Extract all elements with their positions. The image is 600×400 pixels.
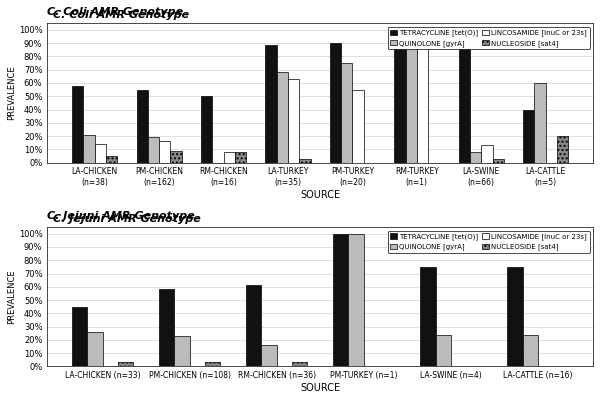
Bar (459, 38, 470, 163)
Bar (493, 159, 504, 163)
Bar (523, 334, 538, 366)
Bar (137, 90, 148, 163)
Bar (235, 152, 246, 163)
Bar (299, 159, 311, 163)
X-axis label: SOURCE: SOURCE (300, 190, 340, 200)
Bar (292, 362, 307, 366)
Bar (557, 136, 568, 163)
Y-axis label: PREVALENCE: PREVALENCE (7, 270, 16, 324)
Text: C. Coli AMR Genotype: C. Coli AMR Genotype (47, 7, 184, 17)
Bar (333, 234, 349, 366)
Bar (535, 83, 545, 163)
Bar (72, 86, 83, 163)
Bar (436, 334, 451, 366)
Bar (246, 286, 262, 366)
Bar (352, 90, 364, 163)
Bar (262, 345, 277, 366)
Bar (481, 145, 493, 163)
Legend: TETRACYCLINE [tet(O)], QUINOLONE [gyrA], LINCOSAMIDE [lnuC or 23s], NUCLEOSIDE [: TETRACYCLINE [tet(O)], QUINOLONE [gyrA],… (388, 230, 590, 253)
Bar (95, 144, 106, 163)
Bar (523, 110, 535, 163)
X-axis label: SOURCE: SOURCE (300, 383, 340, 393)
Bar (265, 44, 277, 163)
Bar (159, 290, 175, 366)
Bar (170, 151, 182, 163)
Bar (224, 152, 235, 163)
Bar (470, 152, 481, 163)
Y-axis label: PREVALENCE: PREVALENCE (7, 66, 16, 120)
Text: C. Jejuni AMR Genotype: C. Jejuni AMR Genotype (53, 214, 200, 224)
Text: C. Jejuni AMR Genotype: C. Jejuni AMR Genotype (47, 211, 195, 221)
Legend: TETRACYCLINE [tet(O)], QUINOLONE [gyrA], LINCOSAMIDE [lnuC or 23s], NUCLEOSIDE [: TETRACYCLINE [tet(O)], QUINOLONE [gyrA],… (388, 27, 590, 50)
Bar (417, 30, 428, 163)
Bar (106, 156, 117, 163)
Bar (349, 234, 364, 366)
Bar (159, 141, 170, 163)
Bar (201, 96, 212, 163)
Bar (288, 79, 299, 163)
Text: C. Coli AMR Genotype: C. Coli AMR Genotype (53, 10, 189, 20)
Bar (88, 332, 103, 366)
Bar (330, 43, 341, 163)
Bar (277, 72, 288, 163)
Bar (205, 362, 220, 366)
Bar (83, 135, 95, 163)
Bar (72, 307, 88, 366)
Bar (420, 267, 436, 366)
Bar (406, 30, 417, 163)
Bar (148, 137, 159, 163)
Bar (508, 267, 523, 366)
Bar (341, 63, 352, 163)
Bar (118, 362, 133, 366)
Bar (394, 30, 406, 163)
Bar (175, 336, 190, 366)
